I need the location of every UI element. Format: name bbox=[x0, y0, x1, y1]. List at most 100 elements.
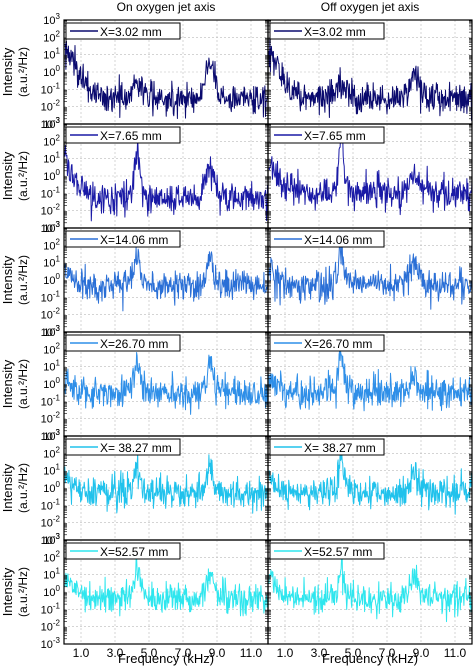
legend-box bbox=[269, 126, 385, 144]
x-tick-label: 5.0 bbox=[345, 646, 362, 660]
y-tick-label: 103 bbox=[43, 324, 60, 339]
legend-label: X=3.02 mm bbox=[100, 25, 162, 39]
x-tick-label: 11.0 bbox=[240, 646, 263, 660]
y-tick-label: 10-2 bbox=[41, 307, 61, 322]
x-tick-label: 3.0 bbox=[311, 646, 328, 660]
y-tick-label: 103 bbox=[43, 532, 60, 547]
y-tick-label: 101 bbox=[43, 463, 60, 478]
spectrum-panel-on: X=52.57 mm bbox=[63, 539, 269, 645]
plot-frame bbox=[267, 539, 473, 645]
y-tick-label: 101 bbox=[43, 255, 60, 270]
legend-label: X= 38.27 mm bbox=[304, 441, 376, 455]
legend-box bbox=[269, 438, 385, 456]
y-tick-label: 103 bbox=[43, 428, 60, 443]
legend-box bbox=[65, 438, 181, 456]
spectrum-line bbox=[268, 350, 473, 412]
legend-box bbox=[269, 542, 385, 560]
x-tick-label: 7.0 bbox=[175, 646, 192, 660]
y-tick-label: 10-3 bbox=[41, 636, 61, 651]
spectrum-line bbox=[64, 136, 269, 222]
legend-box bbox=[65, 334, 181, 352]
legend-label: X=14.06 mm bbox=[304, 233, 372, 247]
legend-box bbox=[269, 22, 385, 40]
y-tick-label: 100 bbox=[43, 480, 60, 495]
y-axis-label-intensity: Intensity bbox=[0, 359, 15, 408]
y-tick-label: 103 bbox=[43, 12, 60, 27]
x-axis-label-right: Frequency (kHz) bbox=[322, 651, 418, 666]
spectrum-line bbox=[268, 134, 473, 216]
spectrum-panel-on: X=7.65 mm bbox=[63, 123, 269, 229]
y-tick-label: 103 bbox=[43, 116, 60, 131]
y-tick-label: 102 bbox=[43, 549, 60, 564]
y-axis-label-units: (a.u.²/Hz) bbox=[16, 151, 30, 201]
legend-box bbox=[65, 230, 181, 248]
legend-box bbox=[269, 230, 385, 248]
panel-grid: Intensity (a.u.²/Hz)10310210110010-110-21… bbox=[0, 12, 473, 660]
y-tick-label: 101 bbox=[43, 47, 60, 62]
legend: X= 38.27 mm bbox=[269, 438, 385, 456]
legend: X=7.65 mm bbox=[65, 126, 181, 144]
x-tick-label: 9.0 bbox=[413, 646, 430, 660]
spectrum-panel-off: X=52.57 mm bbox=[267, 539, 473, 645]
y-tick-label: 100 bbox=[43, 376, 60, 391]
spectrum-panel-on: X=14.06 mm bbox=[63, 227, 269, 333]
y-axis-label-intensity: Intensity bbox=[0, 151, 15, 200]
y-tick-label: 100 bbox=[43, 64, 60, 79]
legend-label: X=52.57 mm bbox=[304, 545, 372, 559]
legend: X= 38.27 mm bbox=[65, 438, 181, 456]
legend-label: X=26.70 mm bbox=[304, 337, 372, 351]
spectrum-line bbox=[64, 451, 269, 514]
legend: X=14.06 mm bbox=[65, 230, 181, 248]
y-tick-label: 100 bbox=[43, 584, 60, 599]
column-title-off-axis: Off oxygen jet axis bbox=[321, 0, 420, 14]
legend-label: X=7.65 mm bbox=[304, 129, 366, 143]
legend-label: X=3.02 mm bbox=[304, 25, 366, 39]
y-tick-label: 10-2 bbox=[41, 99, 61, 114]
legend: X=7.65 mm bbox=[269, 126, 385, 144]
spectrum-panel-off: X=3.02 mm bbox=[267, 19, 473, 125]
x-tick-label: 3.0 bbox=[107, 646, 124, 660]
y-tick-label: 10-1 bbox=[41, 393, 61, 408]
y-axis-label-units: (a.u.²/Hz) bbox=[16, 359, 30, 409]
y-axis-label-units: (a.u.²/Hz) bbox=[16, 47, 30, 97]
legend: X=14.06 mm bbox=[269, 230, 385, 248]
spectrum-panel-on: X=26.70 mm bbox=[63, 331, 269, 437]
y-tick-label: 101 bbox=[43, 359, 60, 374]
y-axis-label-intensity: Intensity bbox=[0, 47, 15, 96]
y-tick-label: 10-1 bbox=[41, 289, 61, 304]
legend-box bbox=[269, 334, 385, 352]
y-tick-label: 10-2 bbox=[41, 203, 61, 218]
legend-label: X=14.06 mm bbox=[100, 233, 168, 247]
y-axis-label-intensity: Intensity bbox=[0, 567, 15, 616]
y-axis-label-intensity: Intensity bbox=[0, 463, 15, 512]
spectrum-line bbox=[268, 239, 473, 310]
legend: X=52.57 mm bbox=[269, 542, 385, 560]
x-tick-label: 9.0 bbox=[209, 646, 226, 660]
spectrum-panel-off: X= 38.27 mm bbox=[267, 435, 473, 541]
x-axis-label-left: Frequency (kHz) bbox=[118, 651, 214, 666]
y-tick-label: 10-1 bbox=[41, 81, 61, 96]
legend: X=3.02 mm bbox=[65, 22, 181, 40]
x-tick-label: 11.0 bbox=[444, 646, 467, 660]
y-tick-label: 10-2 bbox=[41, 411, 61, 426]
y-tick-label: 102 bbox=[43, 133, 60, 148]
legend-label: X=52.57 mm bbox=[100, 545, 168, 559]
y-tick-label: 10-1 bbox=[41, 497, 61, 512]
x-tick-label: 1.0 bbox=[277, 646, 294, 660]
y-axis-label-units: (a.u.²/Hz) bbox=[16, 567, 30, 617]
spectrum-line bbox=[64, 556, 269, 617]
spectrum-line bbox=[268, 450, 473, 515]
legend-box bbox=[65, 22, 181, 40]
column-title-on-axis: On oxygen jet axis bbox=[117, 0, 216, 14]
spectrum-panel-off: X=7.65 mm bbox=[267, 123, 473, 229]
legend-label: X=7.65 mm bbox=[100, 129, 162, 143]
legend: X=26.70 mm bbox=[65, 334, 181, 352]
x-tick-label: 7.0 bbox=[379, 646, 396, 660]
legend: X=52.57 mm bbox=[65, 542, 181, 560]
y-tick-label: 102 bbox=[43, 237, 60, 252]
y-axis-label-units: (a.u.²/Hz) bbox=[16, 463, 30, 513]
y-tick-label: 10-2 bbox=[41, 515, 61, 530]
spectrum-line bbox=[268, 554, 473, 623]
y-tick-label: 102 bbox=[43, 445, 60, 460]
spectrum-line bbox=[64, 40, 269, 119]
